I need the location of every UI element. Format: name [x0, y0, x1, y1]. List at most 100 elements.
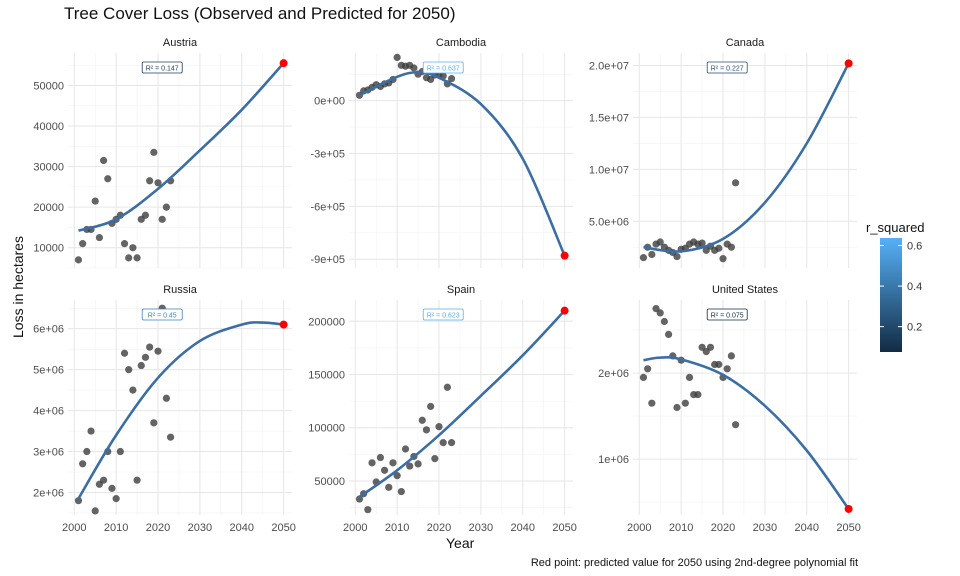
y-tick-label-cambodia: 0e+00 [314, 96, 345, 108]
r2-label-russia: R² = 0.45 [141, 308, 183, 321]
data-point-spain [385, 483, 393, 491]
data-point-russia [112, 495, 120, 503]
y-tick-label-spain: 150000 [308, 370, 345, 382]
data-point-austria [74, 256, 83, 264]
x-tick-label-united-states: 2050 [836, 522, 860, 534]
data-point-canada [698, 239, 706, 247]
r2-label-box [141, 61, 183, 74]
r2-label-box [422, 61, 464, 74]
data-point-austria [91, 197, 99, 205]
y-tick-label-canada: 5.0e+06 [589, 216, 629, 228]
r2-label-text: R² = 0.227 [711, 65, 744, 72]
r2-label-austria: R² = 0.147 [141, 61, 183, 74]
predicted-point-russia [279, 320, 288, 329]
x-tick-label-spain: 2020 [427, 522, 451, 534]
x-tick-label-united-states: 2030 [753, 522, 777, 534]
y-tick-label-spain: 50000 [314, 476, 345, 488]
data-point-russia [137, 361, 145, 370]
data-point-canada [648, 250, 656, 259]
r2-label-text: R² = 0.45 [148, 312, 177, 319]
y-tick-label-austria: 40000 [33, 121, 64, 133]
data-point-spain [439, 439, 447, 447]
y-tick-label-cambodia: -6e+05 [310, 201, 345, 213]
r2-label-united-states: R² = 0.075 [706, 308, 748, 321]
x-tick-label-spain: 2040 [511, 522, 535, 534]
y-tick-label-russia: 5e+06 [33, 365, 64, 377]
panel-title-spain: Spain [447, 284, 475, 296]
x-tick-label-spain: 2000 [343, 522, 367, 534]
data-point-russia [141, 353, 150, 361]
y-tick-label-spain: 200000 [308, 316, 345, 328]
x-tick-label-spain: 2050 [552, 522, 576, 534]
data-point-russia [87, 427, 95, 435]
x-tick-label-russia: 2000 [62, 522, 86, 534]
y-tick-label-austria: 20000 [33, 202, 64, 214]
data-point-russia [120, 349, 129, 357]
r2-label-text: R² = 0.147 [146, 65, 179, 72]
predicted-point-canada [844, 59, 853, 68]
y-tick-label-united-states: 2e+06 [598, 368, 629, 380]
data-point-austria [141, 211, 150, 219]
data-point-russia [146, 343, 154, 351]
y-tick-label-spain: 100000 [308, 423, 345, 435]
data-point-austria [129, 244, 137, 252]
data-point-russia [125, 366, 133, 374]
predicted-point-spain [560, 306, 569, 315]
x-tick-label-united-states: 2020 [711, 522, 735, 534]
x-tick-label-russia: 2020 [146, 522, 170, 534]
data-point-spain [376, 453, 385, 462]
data-point-russia [116, 447, 124, 456]
data-point-spain [368, 459, 376, 467]
data-point-russia [74, 497, 83, 505]
panel-title-canada: Canada [726, 37, 765, 49]
gridlines-spain [349, 300, 573, 515]
r2-label-box [706, 308, 748, 321]
panel-russia: Russia 2e+06 3e+06 4e+06 5e+06 6e+06 2000 2010 2… [33, 284, 296, 534]
data-point-austria [120, 240, 129, 248]
data-point-united-states [664, 330, 673, 338]
legend-tick-label: 0.4 [907, 281, 922, 293]
data-point-united-states [694, 391, 702, 399]
data-point-canada [727, 243, 735, 251]
data-point-spain [447, 439, 456, 447]
fit-line-cambodia [358, 71, 566, 257]
fit-line-canada [643, 62, 850, 253]
data-point-russia [99, 476, 108, 484]
data-point-austria [95, 233, 104, 242]
fit-line-spain [358, 309, 566, 498]
data-point-canada [639, 254, 648, 262]
legend-tick-label: 0.2 [907, 322, 922, 334]
y-tick-label-canada: 2.0e+07 [589, 60, 629, 72]
data-point-spain [443, 383, 451, 391]
data-point-spain [406, 462, 414, 470]
r2-label-cambodia: R² = 0.637 [422, 61, 464, 74]
data-point-united-states [727, 352, 735, 360]
data-point-russia [79, 460, 87, 468]
r2-label-box [706, 61, 748, 74]
chart-caption: Red point: predicted value for 2050 usin… [530, 557, 858, 569]
gridlines-canada [633, 53, 857, 268]
r2-label-spain: R² = 0.623 [422, 308, 464, 321]
x-tick-label-russia: 2030 [188, 522, 212, 534]
data-point-austria [133, 254, 141, 262]
data-point-spain [401, 445, 410, 453]
r2-label-box [141, 308, 183, 321]
panel-united-states: United States 1e+06 2e+06 2000 2010 2020 2030 2… [598, 284, 861, 534]
data-point-russia [162, 394, 170, 402]
legend-title: r_squared [866, 220, 925, 235]
y-tick-label-austria: 50000 [33, 80, 64, 92]
x-tick-label-russia: 2040 [230, 522, 254, 534]
data-point-cambodia [447, 74, 456, 83]
data-point-russia [129, 386, 137, 394]
data-point-austria [99, 156, 108, 165]
data-point-austria [154, 179, 162, 187]
data-point-austria [162, 203, 170, 211]
data-point-spain [435, 423, 443, 431]
data-point-united-states [644, 365, 652, 373]
r2-label-text: R² = 0.637 [427, 65, 460, 72]
data-point-united-states [673, 403, 681, 412]
data-point-united-states [639, 373, 648, 381]
data-point-united-states [731, 421, 740, 429]
